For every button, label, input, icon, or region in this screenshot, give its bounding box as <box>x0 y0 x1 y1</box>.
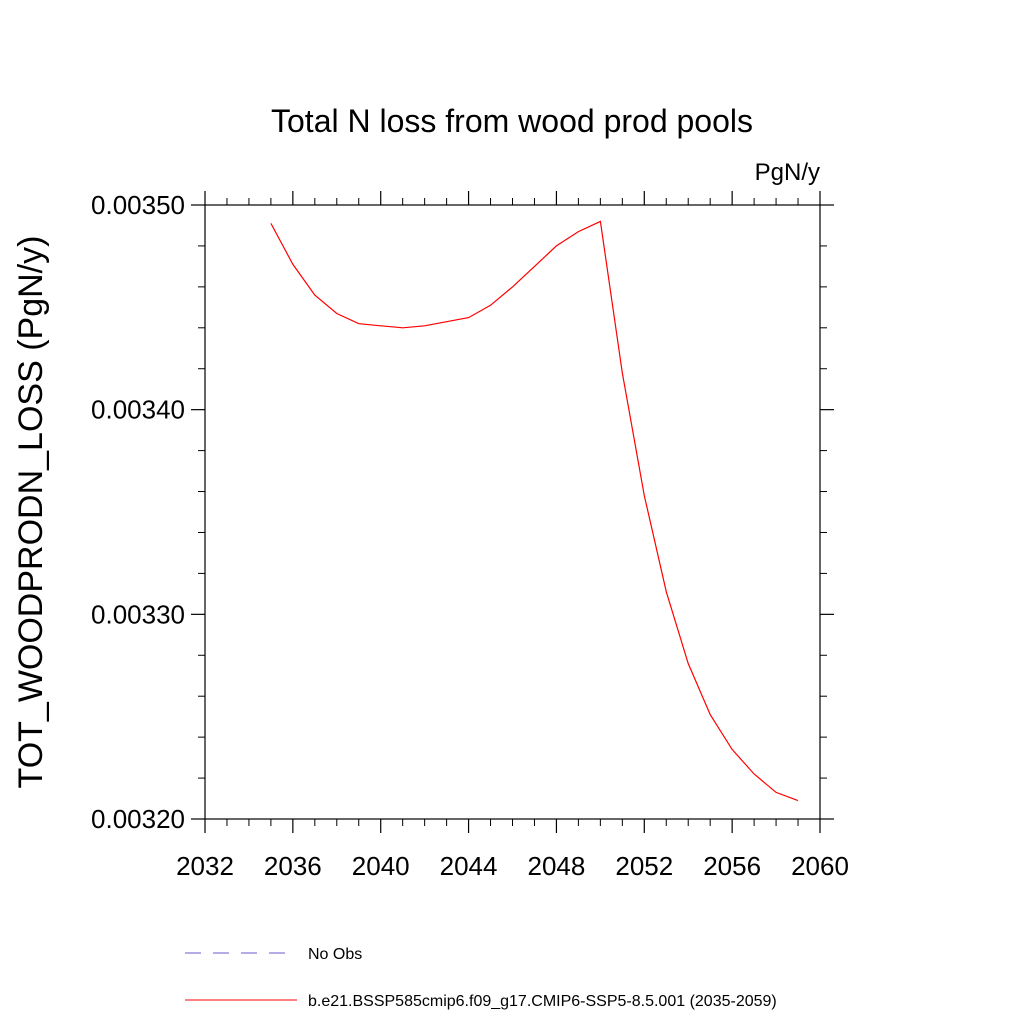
series-lines <box>270 220 799 802</box>
x-tick-label: 2060 <box>791 851 849 881</box>
y-axis-label: TOT_WOODPRODN_LOSS (PgN/y) <box>12 236 50 789</box>
legend: No Obs b.e21.BSSP585cmip6.f09_g17.CMIP6-S… <box>185 946 777 1010</box>
axis-ticks <box>191 191 834 833</box>
y-tick-label: 0.00320 <box>91 804 185 834</box>
y-tick-label: 0.00350 <box>91 190 185 220</box>
x-tick-label: 2032 <box>176 851 234 881</box>
y-tick-label: 0.00340 <box>91 395 185 425</box>
legend-label: b.e21.BSSP585cmip6.f09_g17.CMIP6-SSP5-8.… <box>308 993 777 1010</box>
y-tick-label: 0.00330 <box>91 599 185 629</box>
x-tick-label: 2040 <box>352 851 410 881</box>
tick-labels: 2032 2036 2040 2044 2048 2052 2056 2060 0.00320 0… <box>91 190 849 881</box>
x-tick-label: 2056 <box>703 851 761 881</box>
chart-title: Total N loss from wood prod pools <box>271 103 753 139</box>
legend-label: No Obs <box>308 946 362 963</box>
plot-frame <box>204 204 821 820</box>
x-tick-label: 2052 <box>615 851 673 881</box>
x-tick-label: 2036 <box>264 851 322 881</box>
x-tick-label: 2044 <box>440 851 498 881</box>
series-line <box>270 220 799 802</box>
x-tick-label: 2048 <box>528 851 586 881</box>
units-label: PgN/y <box>755 159 820 186</box>
